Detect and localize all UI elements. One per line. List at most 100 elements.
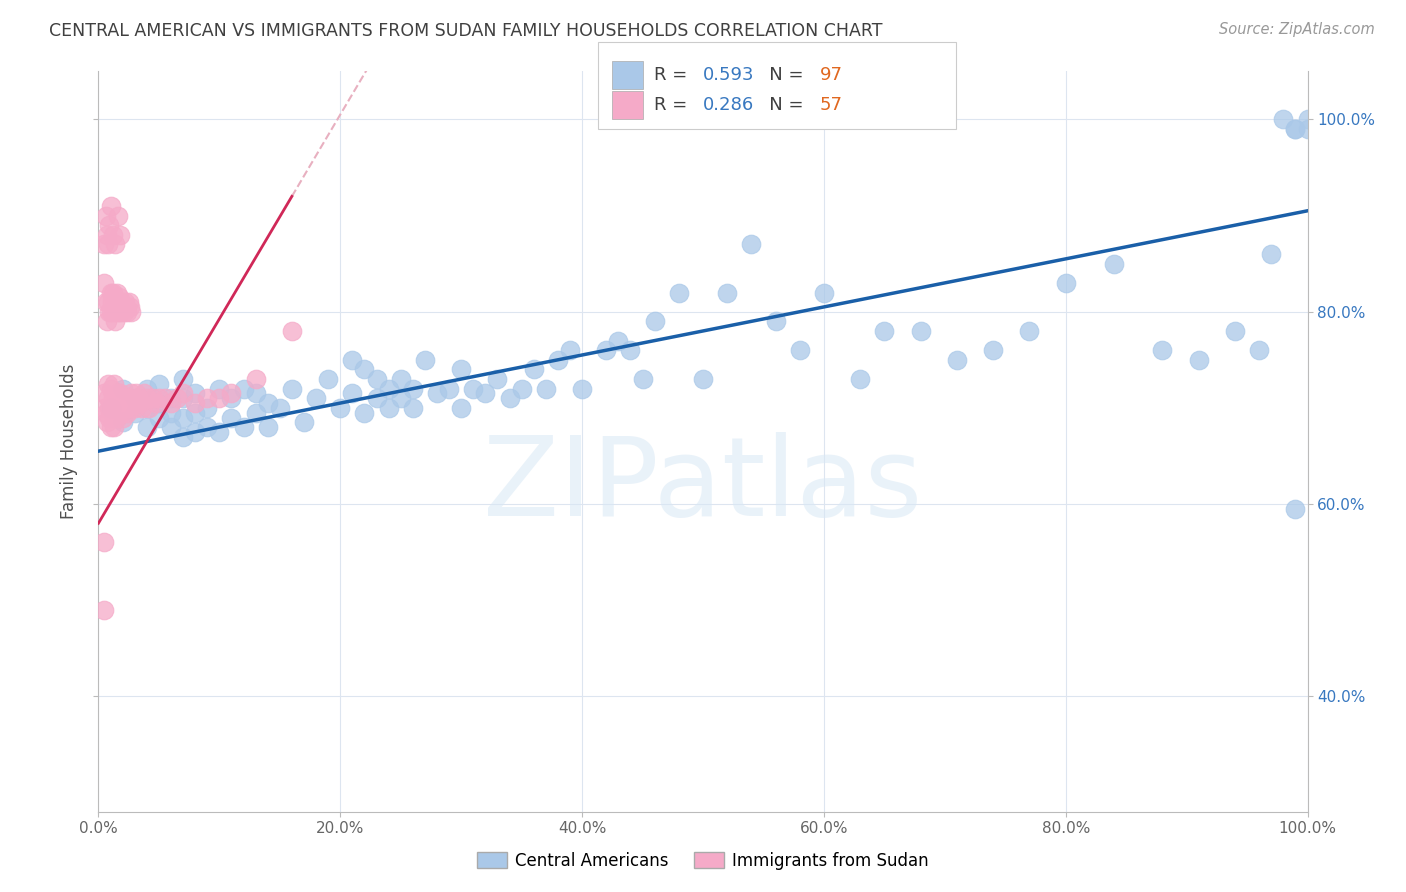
Point bbox=[160, 406, 183, 420]
Text: 0.286: 0.286 bbox=[703, 95, 754, 114]
Point bbox=[138, 401, 160, 415]
Point bbox=[353, 362, 375, 376]
Point bbox=[117, 304, 139, 318]
Point bbox=[100, 420, 122, 434]
Point bbox=[692, 372, 714, 386]
Point bbox=[93, 603, 115, 617]
Point bbox=[1272, 112, 1295, 127]
Point bbox=[221, 391, 243, 405]
Point bbox=[96, 415, 118, 429]
Point bbox=[765, 314, 787, 328]
Point bbox=[510, 382, 533, 396]
Point bbox=[131, 401, 153, 415]
Point bbox=[402, 382, 425, 396]
Point bbox=[108, 304, 131, 318]
Point bbox=[873, 324, 896, 338]
Legend: Central Americans, Immigrants from Sudan: Central Americans, Immigrants from Sudan bbox=[471, 846, 935, 877]
Point bbox=[97, 295, 120, 310]
Point bbox=[135, 420, 157, 434]
Point bbox=[172, 386, 194, 401]
Point bbox=[208, 425, 231, 439]
Point bbox=[125, 386, 148, 401]
Point bbox=[1296, 112, 1319, 127]
Point bbox=[135, 382, 157, 396]
Point bbox=[148, 391, 170, 405]
Point bbox=[103, 420, 125, 434]
Point bbox=[619, 343, 641, 358]
Point bbox=[558, 343, 581, 358]
Point bbox=[145, 396, 167, 410]
Point bbox=[96, 314, 118, 328]
Point bbox=[184, 386, 207, 401]
Point bbox=[172, 391, 194, 405]
Point bbox=[221, 386, 243, 401]
Text: R =: R = bbox=[654, 95, 693, 114]
Point bbox=[245, 386, 267, 401]
Text: ZIPatlas: ZIPatlas bbox=[484, 433, 922, 540]
Point bbox=[981, 343, 1004, 358]
Point bbox=[644, 314, 666, 328]
Point bbox=[108, 396, 131, 410]
Point bbox=[120, 386, 142, 401]
Point bbox=[153, 391, 176, 405]
Point bbox=[232, 382, 254, 396]
Point bbox=[523, 362, 546, 376]
Point bbox=[110, 295, 132, 310]
Point bbox=[98, 218, 121, 232]
Text: 57: 57 bbox=[820, 95, 842, 114]
Point bbox=[134, 386, 156, 401]
Point bbox=[595, 343, 617, 358]
Text: 0.593: 0.593 bbox=[703, 66, 755, 84]
Point bbox=[292, 415, 315, 429]
Point bbox=[97, 391, 120, 405]
Point bbox=[607, 334, 630, 348]
Point bbox=[104, 401, 127, 415]
Point bbox=[100, 382, 122, 396]
Point bbox=[115, 391, 138, 405]
Point bbox=[135, 391, 157, 405]
Point bbox=[269, 401, 291, 415]
Point bbox=[142, 391, 165, 405]
Point bbox=[740, 237, 762, 252]
Point bbox=[413, 352, 436, 367]
Point bbox=[172, 410, 194, 425]
Point bbox=[101, 285, 124, 300]
Point bbox=[114, 295, 136, 310]
Point bbox=[112, 304, 135, 318]
Point bbox=[172, 430, 194, 444]
Point bbox=[93, 535, 115, 549]
Point bbox=[946, 352, 969, 367]
Point bbox=[120, 304, 142, 318]
Point bbox=[1260, 247, 1282, 261]
Point bbox=[256, 396, 278, 410]
Y-axis label: Family Households: Family Households bbox=[59, 364, 77, 519]
Point bbox=[94, 295, 117, 310]
Point bbox=[329, 401, 352, 415]
Point bbox=[160, 420, 183, 434]
Point bbox=[101, 227, 124, 242]
Point bbox=[366, 391, 388, 405]
Point bbox=[127, 391, 149, 405]
Point bbox=[547, 352, 569, 367]
Point bbox=[342, 352, 364, 367]
Point bbox=[1296, 122, 1319, 136]
Point bbox=[118, 391, 141, 405]
Point bbox=[1284, 122, 1306, 136]
Point bbox=[208, 382, 231, 396]
Point bbox=[1018, 324, 1040, 338]
Point bbox=[110, 406, 132, 420]
Point bbox=[1284, 122, 1306, 136]
Point bbox=[195, 401, 218, 415]
Text: N =: N = bbox=[752, 95, 810, 114]
Point bbox=[534, 382, 557, 396]
Point bbox=[849, 372, 872, 386]
Point bbox=[115, 300, 138, 314]
Point bbox=[437, 382, 460, 396]
Point bbox=[111, 382, 134, 396]
Point bbox=[389, 372, 412, 386]
Point bbox=[366, 372, 388, 386]
Point bbox=[716, 285, 738, 300]
Point bbox=[1102, 257, 1125, 271]
Point bbox=[96, 227, 118, 242]
Point bbox=[97, 237, 120, 252]
